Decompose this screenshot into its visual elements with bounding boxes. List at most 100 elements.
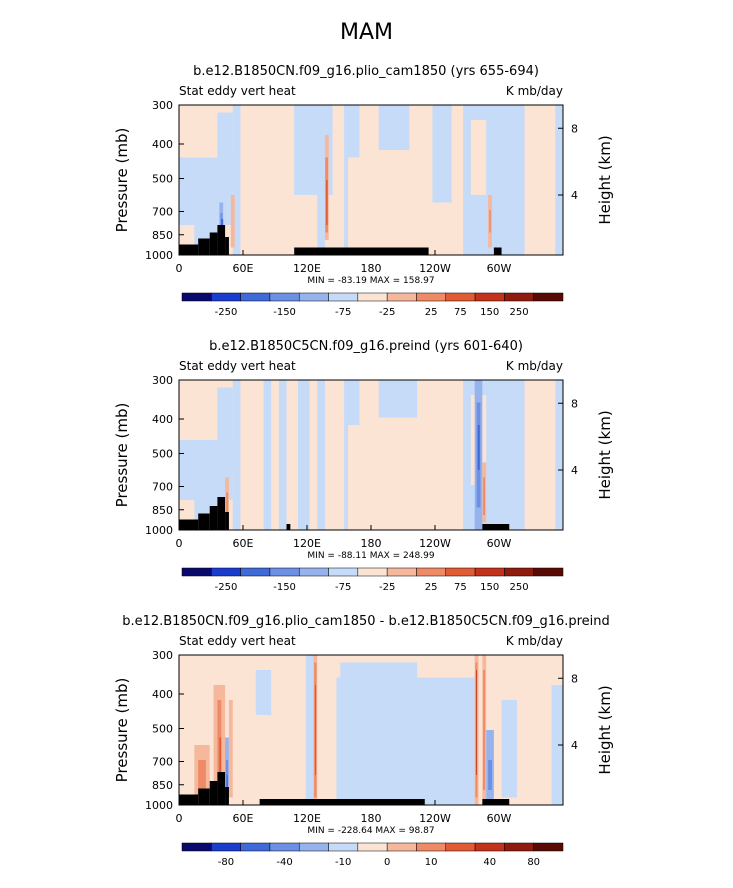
field-cell [483, 477, 486, 515]
field-cell [228, 700, 233, 798]
y-tick-label: 300 [152, 99, 173, 112]
x-tick-label: 60E [233, 537, 254, 550]
colorbar-swatch [386, 292, 417, 302]
topography [209, 506, 218, 530]
colorbar-swatch [533, 292, 564, 302]
page-title: MAM [339, 20, 393, 45]
x-tick-label: 0 [176, 537, 183, 550]
x-tick-label: 120E [293, 262, 321, 275]
topography [179, 519, 199, 530]
colorbar-swatch [240, 567, 271, 577]
colorbar-label: 25 [425, 582, 438, 593]
field-cell [305, 655, 314, 805]
colorbar-swatch [328, 292, 359, 302]
topography [294, 247, 429, 255]
field-cell [536, 135, 556, 248]
x-tick-label: 180 [361, 262, 382, 275]
left-label: Stat eddy vert heat [179, 634, 296, 648]
colorbar-label: 150 [480, 582, 499, 593]
y-tick-label: 1000 [145, 249, 173, 262]
field-cell [378, 380, 418, 418]
x-tick-label: 120W [419, 537, 451, 550]
field-cell [317, 105, 325, 255]
topography [209, 781, 218, 805]
field-cell [477, 425, 480, 470]
topography [259, 799, 425, 805]
colorbar-swatch [357, 567, 388, 577]
colorbar-swatch [211, 567, 241, 577]
y-tick-label: 850 [152, 779, 173, 792]
colorbar-label: 80 [527, 857, 540, 868]
right-label: K mb/day [506, 359, 563, 373]
y-tick-label: 1000 [145, 524, 173, 537]
field-cell [336, 677, 475, 805]
colorbar-swatch [445, 292, 476, 302]
field-cell [555, 380, 563, 530]
field-cell [221, 219, 224, 225]
y-tick-label: 500 [152, 723, 173, 736]
y-tick-label: 700 [152, 206, 173, 219]
field-cell [278, 380, 287, 530]
colorbar-label: -250 [215, 307, 238, 318]
field-cell [226, 492, 229, 515]
field-cell [470, 120, 487, 195]
colorbar-swatch [386, 842, 417, 852]
topography [225, 787, 229, 805]
colorbar-swatch [357, 842, 388, 852]
left-label: Stat eddy vert heat [179, 359, 296, 373]
colorbar-swatch [445, 842, 476, 852]
min-max-stats: MIN = -88.11 MAX = 248.99 [307, 551, 434, 561]
topography [198, 513, 210, 530]
colorbar-swatch [504, 842, 534, 852]
field-cell [217, 700, 222, 798]
topography [482, 799, 510, 805]
field-cell [344, 380, 348, 530]
y2-tick-label: 4 [571, 189, 578, 202]
colorbar-swatch [240, 842, 271, 852]
y-axis-title: Pressure (mb) [113, 678, 131, 783]
min-max-stats: MIN = -228.64 MAX = 98.87 [307, 826, 434, 836]
field-cell [476, 670, 477, 775]
y2-tick-label: 4 [571, 739, 578, 752]
left-label: Stat eddy vert heat [179, 84, 296, 98]
topography [217, 497, 226, 530]
y-axis-title: Pressure (mb) [113, 128, 131, 233]
field-cell [524, 745, 544, 798]
y-tick-label: 400 [152, 138, 173, 151]
colorbar-swatch [211, 842, 241, 852]
colorbar-label: -25 [379, 307, 395, 318]
colorbar-label: 150 [480, 307, 499, 318]
topography [217, 225, 226, 255]
field-cell [309, 380, 318, 530]
x-tick-label: 180 [361, 812, 382, 825]
x-tick-label: 120E [293, 812, 321, 825]
field-cell [489, 210, 491, 233]
colorbar-label: -150 [273, 582, 296, 593]
x-tick-label: 60W [487, 812, 512, 825]
y2-tick-label: 8 [571, 122, 578, 135]
colorbar-swatch [533, 842, 564, 852]
colorbar-label: 75 [454, 307, 467, 318]
topography [225, 237, 229, 255]
colorbar-swatch [211, 292, 241, 302]
topography [217, 772, 226, 805]
panel-title: b.e12.B1850CN.f09_g16.plio_cam1850 (yrs … [193, 64, 539, 79]
y2-axis-title: Height (km) [596, 410, 614, 499]
field-cell [217, 387, 233, 470]
field-cell [378, 105, 410, 150]
panel-1: b.e12.B1850CN.f09_g16.plio_cam1850 (yrs … [113, 64, 614, 318]
panel-3: b.e12.B1850CN.f09_g16.plio_cam1850 - b.e… [113, 614, 614, 868]
colorbar-swatch [298, 842, 329, 852]
field-cell [340, 662, 418, 685]
field-cell [263, 380, 272, 530]
field-cell [551, 685, 563, 805]
field-cell [226, 775, 228, 790]
topography [198, 238, 210, 255]
topography [225, 512, 229, 530]
colorbar-swatch [240, 292, 271, 302]
field-cell [217, 112, 233, 188]
colorbar-swatch [269, 567, 300, 577]
y-axis-title: Pressure (mb) [113, 403, 131, 508]
field-cell [483, 670, 486, 790]
x-tick-label: 60W [487, 537, 512, 550]
